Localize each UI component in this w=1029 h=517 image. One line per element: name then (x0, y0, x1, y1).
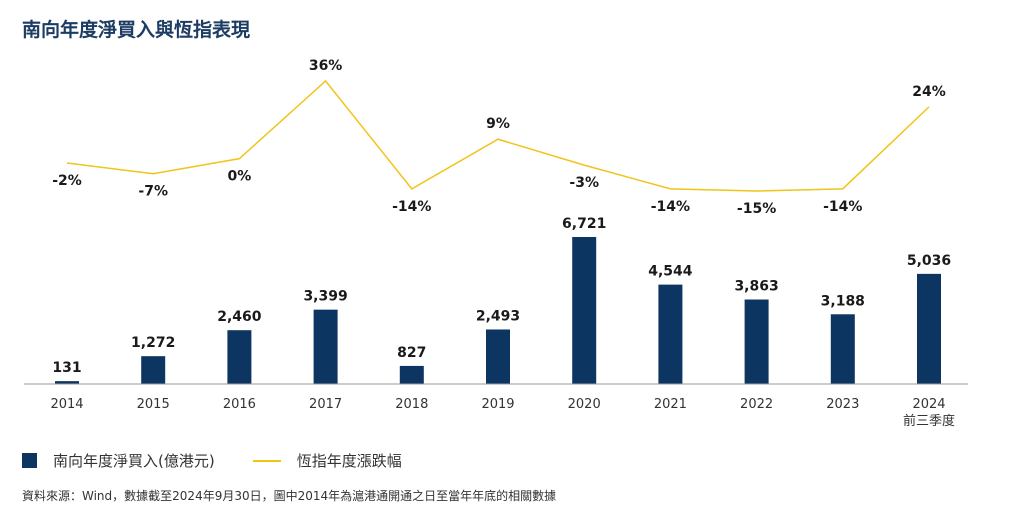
x-tick-2015: 2015 (137, 397, 170, 412)
x-tick-2021: 2021 (654, 397, 687, 412)
x-tick-2016: 2016 (223, 397, 256, 412)
x-tick-2017: 2017 (309, 397, 342, 412)
bar-label-2023: 3,188 (821, 293, 865, 309)
legend-bar-swatch (22, 453, 37, 468)
bar-label-2020: 6,721 (562, 216, 606, 232)
x-tick-2024: 2024 (912, 397, 945, 412)
bar-2022 (744, 299, 769, 384)
bar-2020 (572, 237, 597, 384)
bar-label-2016: 2,460 (217, 309, 262, 325)
line-label-2017: 36% (309, 58, 343, 74)
bar-2014 (55, 381, 79, 384)
line-label-2020: -3% (569, 175, 599, 191)
x-tick-2014: 2014 (50, 397, 83, 412)
x-tick-2022: 2022 (740, 397, 773, 412)
bar-2021 (658, 284, 683, 384)
line-label-2015: -7% (138, 184, 168, 200)
line-label-2023: -14% (823, 199, 862, 215)
line-label-2014: -2% (52, 173, 82, 189)
legend-line-label: 恆指年度漲跌幅 (296, 452, 402, 470)
line-label-2024: 24% (912, 84, 946, 100)
line-label-2016: 0% (228, 169, 252, 185)
bar-2015 (141, 356, 166, 384)
bar-label-2014: 131 (52, 360, 81, 376)
x-tick-2023: 2023 (826, 397, 859, 412)
bar-2016 (227, 330, 252, 384)
line-label-2018: -14% (392, 199, 431, 215)
line-label-2021: -14% (651, 199, 690, 215)
legend-line-swatch (252, 459, 281, 462)
bar-label-2015: 1,272 (131, 335, 175, 351)
legend-bar-label: 南向年度淨買入(億港元) (53, 452, 215, 470)
bar-label-2018: 827 (397, 345, 426, 361)
bar-label-2022: 3,863 (734, 279, 778, 295)
x-tick-2020: 2020 (568, 397, 601, 412)
line-label-2019: 9% (486, 116, 510, 132)
bar-label-2024: 5,036 (907, 253, 951, 269)
bar-label-2019: 2,493 (476, 308, 520, 324)
bar-label-2021: 4,544 (648, 264, 693, 280)
bar-label-2017: 3,399 (303, 289, 347, 305)
x-tick-2018: 2018 (395, 397, 428, 412)
line-label-2022: -15% (737, 201, 776, 217)
bar-2017 (313, 309, 338, 384)
legend: 南向年度淨買入(億港元) 恆指年度漲跌幅 (22, 450, 402, 471)
bar-2018 (399, 365, 424, 384)
x-sublabel-2024: 前三季度 (903, 413, 955, 429)
source-note: 資料來源：Wind，數據截至2024年9月30日，圖中2014年為滬港通開通之日… (22, 489, 557, 503)
combo-chart: 131 1,272 2,460 3,399 827 2,493 6,721 4,544 3,86… (24, 58, 968, 429)
x-tick-2019: 2019 (481, 397, 514, 412)
bar-2019 (486, 329, 510, 384)
bar-2023 (830, 314, 855, 384)
chart-title: 南向年度淨買入與恆指表現 (22, 19, 251, 41)
bar-2024 (917, 273, 941, 384)
index-change-line (66, 79, 930, 192)
